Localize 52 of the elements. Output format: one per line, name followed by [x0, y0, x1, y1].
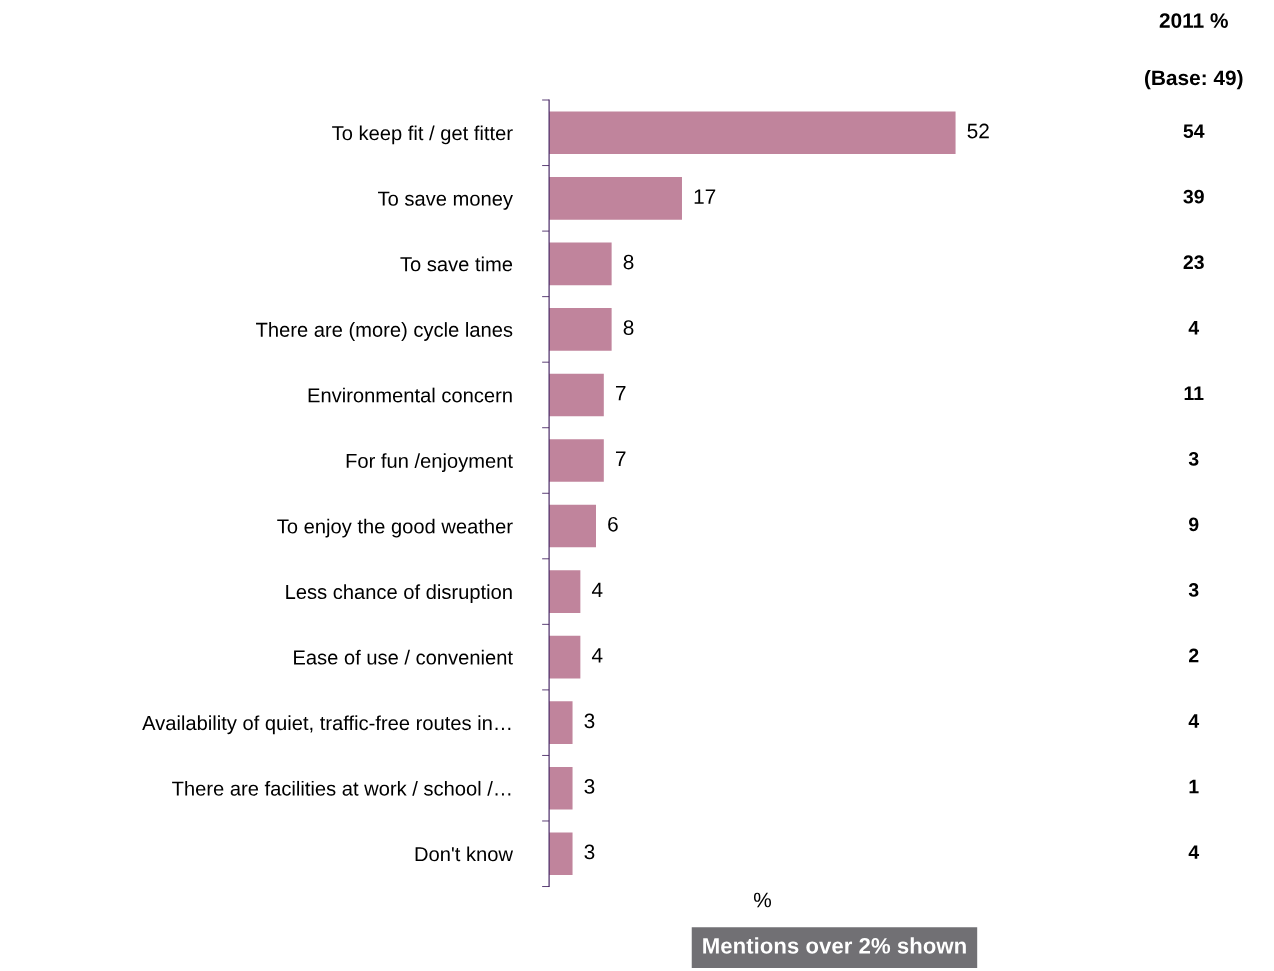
bar — [549, 439, 604, 482]
y-tick-label: Less chance of disruption — [286, 584, 512, 604]
y-tick-label: Ease of use / convenient — [294, 649, 513, 665]
text: 3 — [1188, 583, 1199, 597]
text: 2 — [1189, 648, 1199, 663]
text: 11 — [1184, 386, 1204, 400]
text: 54 — [1183, 124, 1205, 138]
text: 3 — [1188, 451, 1199, 466]
text: 9 — [1189, 517, 1199, 532]
data-label: 3 — [584, 844, 595, 860]
bar — [549, 177, 682, 220]
data-label: 4 — [591, 648, 603, 663]
text: 23 — [1183, 255, 1204, 270]
bar — [549, 504, 596, 548]
y-tick-label: There are (more) cycle lanes — [256, 322, 513, 341]
bar — [549, 766, 573, 810]
y-tick-label: There are facilities at work / school /… — [172, 780, 511, 796]
data-label: 7 — [615, 386, 626, 401]
text: 4 — [1188, 321, 1200, 335]
text: 2011 % — [1159, 13, 1228, 28]
text: Mentions over 2% shown — [703, 937, 966, 954]
bar — [549, 308, 612, 351]
y-tick-label: To save money — [378, 191, 513, 210]
text: 1 — [1189, 779, 1199, 794]
data-label: 8 — [623, 320, 634, 335]
text: 4 — [1188, 714, 1200, 728]
y-tick-label: Don't know — [415, 846, 514, 862]
bar — [549, 701, 573, 744]
text: (Base: 49) — [1144, 69, 1243, 90]
text: 4 — [1188, 845, 1200, 859]
bar — [549, 635, 581, 679]
data-label: 3 — [584, 713, 595, 729]
y-tick-label: To enjoy the good weather — [277, 518, 513, 538]
y-tick-label: To keep fit / get fitter — [332, 125, 513, 145]
data-label: 3 — [584, 779, 595, 794]
data-label: 6 — [608, 516, 618, 532]
text: 39 — [1183, 189, 1204, 204]
data-label: 52 — [967, 123, 989, 139]
data-label: 4 — [591, 582, 603, 597]
data-label: 8 — [623, 254, 634, 270]
y-tick-label: Availability of quiet, traffic-free routes in… — [142, 715, 511, 735]
x-axis-title: % — [753, 892, 772, 908]
bar — [549, 570, 581, 613]
y-tick-label: To save time — [400, 256, 513, 272]
bar — [549, 242, 612, 286]
y-tick-label: Environmental concern — [308, 387, 512, 403]
bar — [549, 373, 604, 417]
bar — [549, 832, 573, 876]
data-label: 17 — [694, 189, 716, 204]
y-tick-label: For fun /enjoyment — [346, 453, 513, 472]
data-label: 7 — [615, 451, 626, 466]
bar — [549, 111, 956, 155]
